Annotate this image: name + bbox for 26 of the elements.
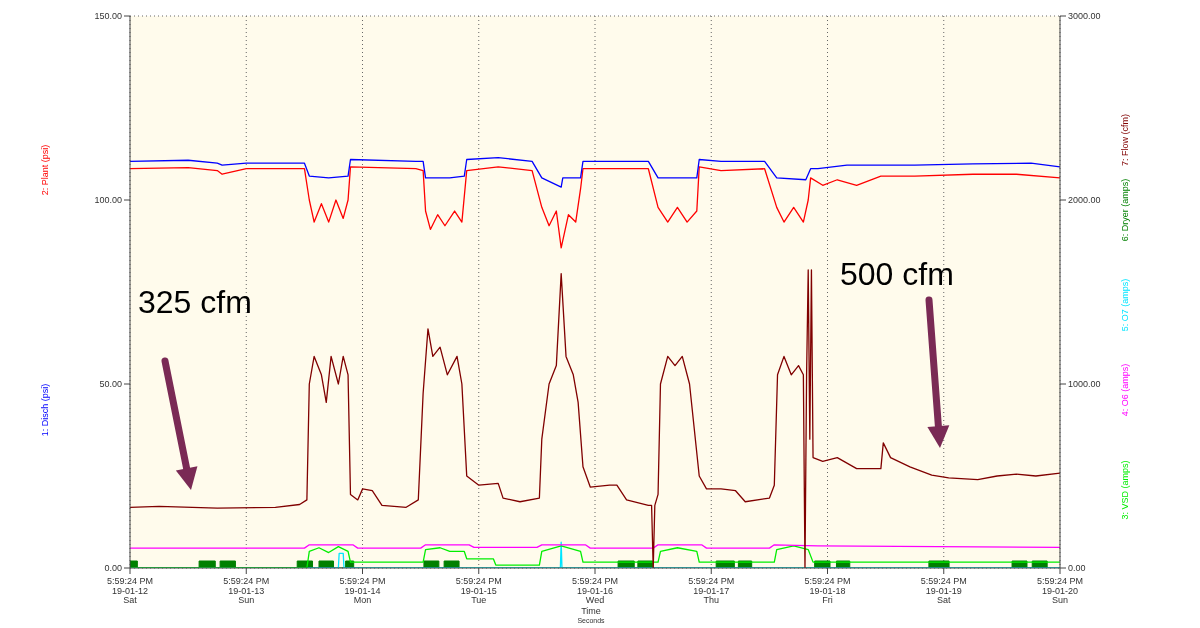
- y-tick-label: 100.00: [94, 195, 122, 206]
- x-tick-label: 5:59:24 PM 19-01-14 Mon: [339, 576, 386, 605]
- text: 5: O7 (amps): [1120, 278, 1130, 332]
- text: 1: Disch (psi): [40, 383, 50, 437]
- y2-tick-label: 2000.00: [1068, 195, 1101, 206]
- annotation: 500 cfm: [840, 256, 954, 292]
- x-tick-label: 5:59:24 PM 19-01-16 Wed: [571, 576, 619, 605]
- text: 7: Flow (cfm): [1120, 113, 1130, 167]
- x-tick-label: 5:59:24 PM 19-01-18 Fri: [804, 576, 851, 605]
- text: 6: Dryer (amps): [1120, 178, 1130, 242]
- y-tick-label: 50.00: [99, 379, 122, 390]
- y2-tick-label: 3000.00: [1068, 11, 1101, 22]
- x-tick-label: 5:59:24 PM 19-01-20 Sun: [1036, 576, 1084, 605]
- x-tick-label: 5:59:24 PM 19-01-12 Sat: [106, 576, 154, 605]
- x-tick-label: 5:59:24 PM 19-01-19 Sat: [920, 576, 967, 605]
- y2-tick-label: 0.00: [1068, 563, 1086, 574]
- y-tick-label: 0.00: [104, 563, 122, 574]
- x-tick-label: 5:59:24 PM 19-01-15 Tue: [455, 576, 502, 605]
- y2-tick-label: 1000.00: [1068, 379, 1101, 390]
- x-tick-label: 5:59:24 PM 19-01-17 Thu: [688, 576, 735, 605]
- y-tick-label: 150.00: [94, 11, 122, 22]
- text: 4: O6 (amps): [1120, 363, 1130, 417]
- annotation: 325 cfm: [138, 284, 252, 320]
- x-tick-label: 5:59:24 PM 19-01-13 Sun: [223, 576, 270, 605]
- text: 3: VSD (amps): [1120, 460, 1130, 520]
- text: 2: Plant (psi): [40, 144, 50, 196]
